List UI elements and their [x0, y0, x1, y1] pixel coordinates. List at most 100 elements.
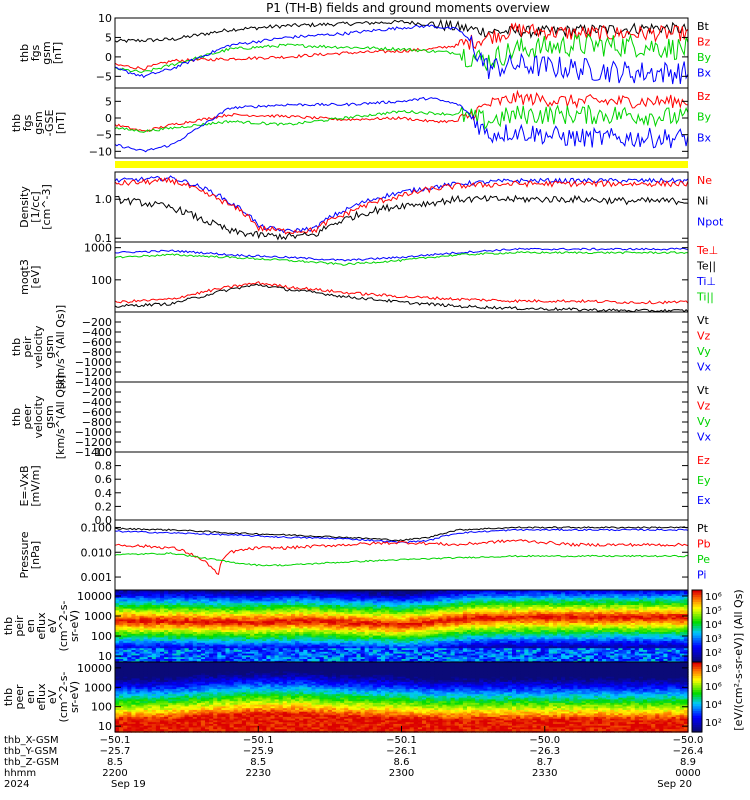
heat-cell	[528, 649, 534, 652]
heat-cell	[291, 602, 296, 605]
heat-cell	[286, 622, 292, 625]
heat-cell	[184, 600, 190, 604]
heat-cell	[360, 645, 366, 649]
heat-cell	[565, 609, 570, 613]
heat-cell	[192, 618, 198, 622]
heat-cell	[192, 627, 198, 631]
heat-cell	[532, 617, 538, 620]
heat-cell	[422, 635, 427, 638]
heat-cell	[286, 591, 292, 595]
heat-cell	[286, 611, 292, 614]
heat-cell	[393, 631, 398, 634]
heat-cell	[487, 617, 493, 620]
heat-cell	[147, 644, 153, 647]
heat-cell	[331, 647, 337, 650]
heat-cell	[151, 622, 157, 625]
heat-cell	[467, 642, 472, 645]
heat-cell	[536, 651, 542, 654]
heat-cell	[524, 640, 529, 643]
heat-cell	[528, 642, 534, 645]
heat-cell	[536, 624, 542, 627]
heat-cell	[266, 593, 272, 596]
heat-cell	[524, 624, 529, 627]
heat-cell	[184, 591, 190, 595]
heat-cell	[348, 595, 353, 598]
heat-cell	[250, 617, 255, 620]
heat-cell	[303, 627, 308, 631]
heat-cell	[180, 597, 186, 600]
heat-cell	[127, 626, 132, 629]
heat-cell	[573, 631, 579, 634]
heat-cell	[237, 633, 243, 636]
heat-cell	[274, 649, 280, 652]
heat-cell	[115, 600, 120, 604]
heat-cell	[548, 649, 554, 652]
heat-cell	[569, 633, 574, 636]
heat-cell	[397, 626, 403, 629]
heat-cell	[438, 590, 443, 593]
heat-cell	[340, 638, 345, 641]
heat-cell	[454, 618, 460, 622]
heat-cell	[323, 591, 329, 595]
heat-cell	[434, 658, 439, 661]
heat-cell	[127, 600, 132, 604]
heat-cell	[368, 620, 374, 623]
heat-cell	[344, 653, 349, 656]
heat-cell	[487, 620, 493, 623]
heat-cell	[532, 597, 538, 600]
heat-cell	[155, 660, 161, 663]
heat-cell	[385, 600, 390, 604]
heat-cell	[438, 609, 443, 613]
heat-cell	[188, 622, 194, 625]
heat-cell	[458, 608, 464, 611]
heat-cell	[311, 651, 317, 654]
heat-cell	[254, 593, 259, 596]
heat-cell	[446, 642, 452, 645]
heat-cell	[217, 640, 222, 643]
heat-cell	[262, 656, 267, 659]
heat-cell	[491, 615, 497, 618]
heat-cell	[266, 618, 272, 622]
heat-cell	[217, 611, 222, 614]
heat-cell	[372, 631, 378, 634]
heat-cell	[266, 627, 272, 631]
panels: 1050−5thbfgsgsm[nT]BtBzByBx50−5−10thbfgs…	[2, 12, 745, 733]
heat-cell	[360, 593, 366, 596]
heat-cell	[258, 591, 263, 595]
heat-cell	[561, 602, 566, 605]
heat-cell	[139, 638, 145, 641]
heat-cell	[454, 620, 460, 623]
heat-cell	[581, 622, 587, 625]
heat-cell	[442, 622, 448, 625]
heat-cell	[434, 593, 439, 596]
heat-cell	[311, 622, 317, 625]
heat-cell	[139, 629, 145, 632]
heat-cell	[557, 651, 562, 654]
heat-cell	[405, 606, 411, 609]
heat-cell	[254, 602, 259, 605]
heat-cell	[372, 627, 378, 631]
heat-cell	[246, 599, 251, 602]
heat-cell	[127, 609, 132, 613]
heat-cell	[381, 636, 386, 640]
heat-cell	[475, 627, 480, 631]
heat-cell	[217, 606, 222, 609]
heat-cell	[405, 629, 411, 632]
heat-cell	[331, 653, 337, 656]
heat-cell	[348, 591, 353, 595]
heat-cell	[499, 608, 505, 611]
heat-cell	[512, 645, 517, 649]
heat-cell	[319, 642, 325, 645]
heat-cell	[426, 591, 431, 595]
heat-cell	[119, 620, 124, 623]
heat-cell	[487, 626, 493, 629]
heat-cell	[307, 600, 313, 604]
heat-cell	[196, 591, 202, 595]
heat-cell	[557, 613, 562, 616]
heat-cell	[360, 615, 366, 618]
heat-cell	[307, 649, 313, 652]
heat-cell	[422, 611, 427, 614]
heat-cell	[168, 620, 173, 623]
heat-cell	[434, 627, 439, 631]
heat-cell	[479, 636, 484, 640]
